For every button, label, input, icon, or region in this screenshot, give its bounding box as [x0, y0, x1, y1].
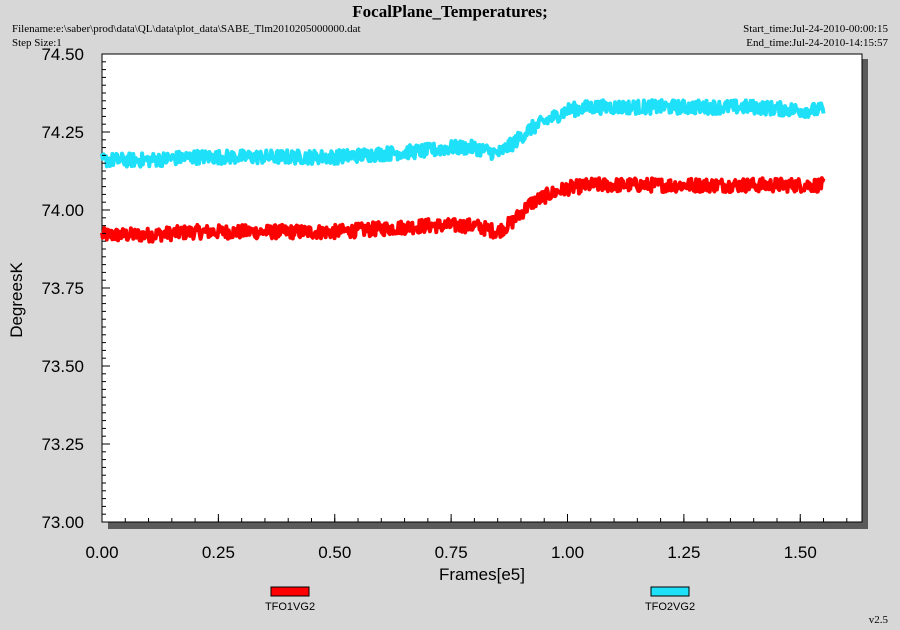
end-time-label: End_time:Jul-24-2010-14:15:57 — [746, 37, 888, 49]
x-tick-label: 1.00 — [551, 543, 584, 562]
y-tick-label: 74.50 — [41, 45, 84, 64]
series-layer — [100, 98, 826, 244]
x-tick-label: 0.25 — [202, 543, 235, 562]
y-tick-label: 74.25 — [41, 123, 84, 142]
legend-swatch — [270, 586, 310, 597]
legend-swatch — [650, 586, 690, 597]
y-tick-label: 73.25 — [41, 435, 84, 454]
x-tick-label: 0.00 — [85, 543, 118, 562]
legend-label: TFO2VG2 — [645, 601, 695, 613]
step-size-label: Step Size:1 — [12, 37, 62, 49]
series-line-tfo1vg2 — [100, 176, 826, 244]
start-time-label: Start_time:Jul-24-2010-00:00:15 — [743, 23, 888, 35]
axis-layer: 73.00 73.25 73.50 73.75 74.00 74.25 74.50 0.00 0… — [41, 45, 848, 562]
legend: TFO1VG2 TFO2VG2 — [265, 586, 695, 613]
plot-area — [101, 53, 863, 523]
version-label: v2.5 — [868, 614, 888, 626]
legend-label: TFO1VG2 — [265, 601, 315, 613]
y-tick-label: 73.75 — [41, 279, 84, 298]
x-axis-label: Frames[e5] — [439, 565, 525, 584]
x-tick-label: 1.50 — [784, 543, 817, 562]
chart-title: FocalPlane_Temperatures; — [352, 2, 548, 21]
x-tick-label: 0.75 — [435, 543, 468, 562]
x-tick-label: 1.25 — [667, 543, 700, 562]
filename-label: Filename:e:\saber\prod\data\QL\data\plot… — [12, 23, 361, 35]
y-tick-label: 73.00 — [41, 513, 84, 532]
series-line-tfo2vg2 — [100, 98, 826, 169]
y-tick-label: 73.50 — [41, 357, 84, 376]
y-axis-label: DegreesK — [7, 262, 26, 338]
y-tick-label: 74.00 — [41, 201, 84, 220]
x-tick-label: 0.50 — [318, 543, 351, 562]
